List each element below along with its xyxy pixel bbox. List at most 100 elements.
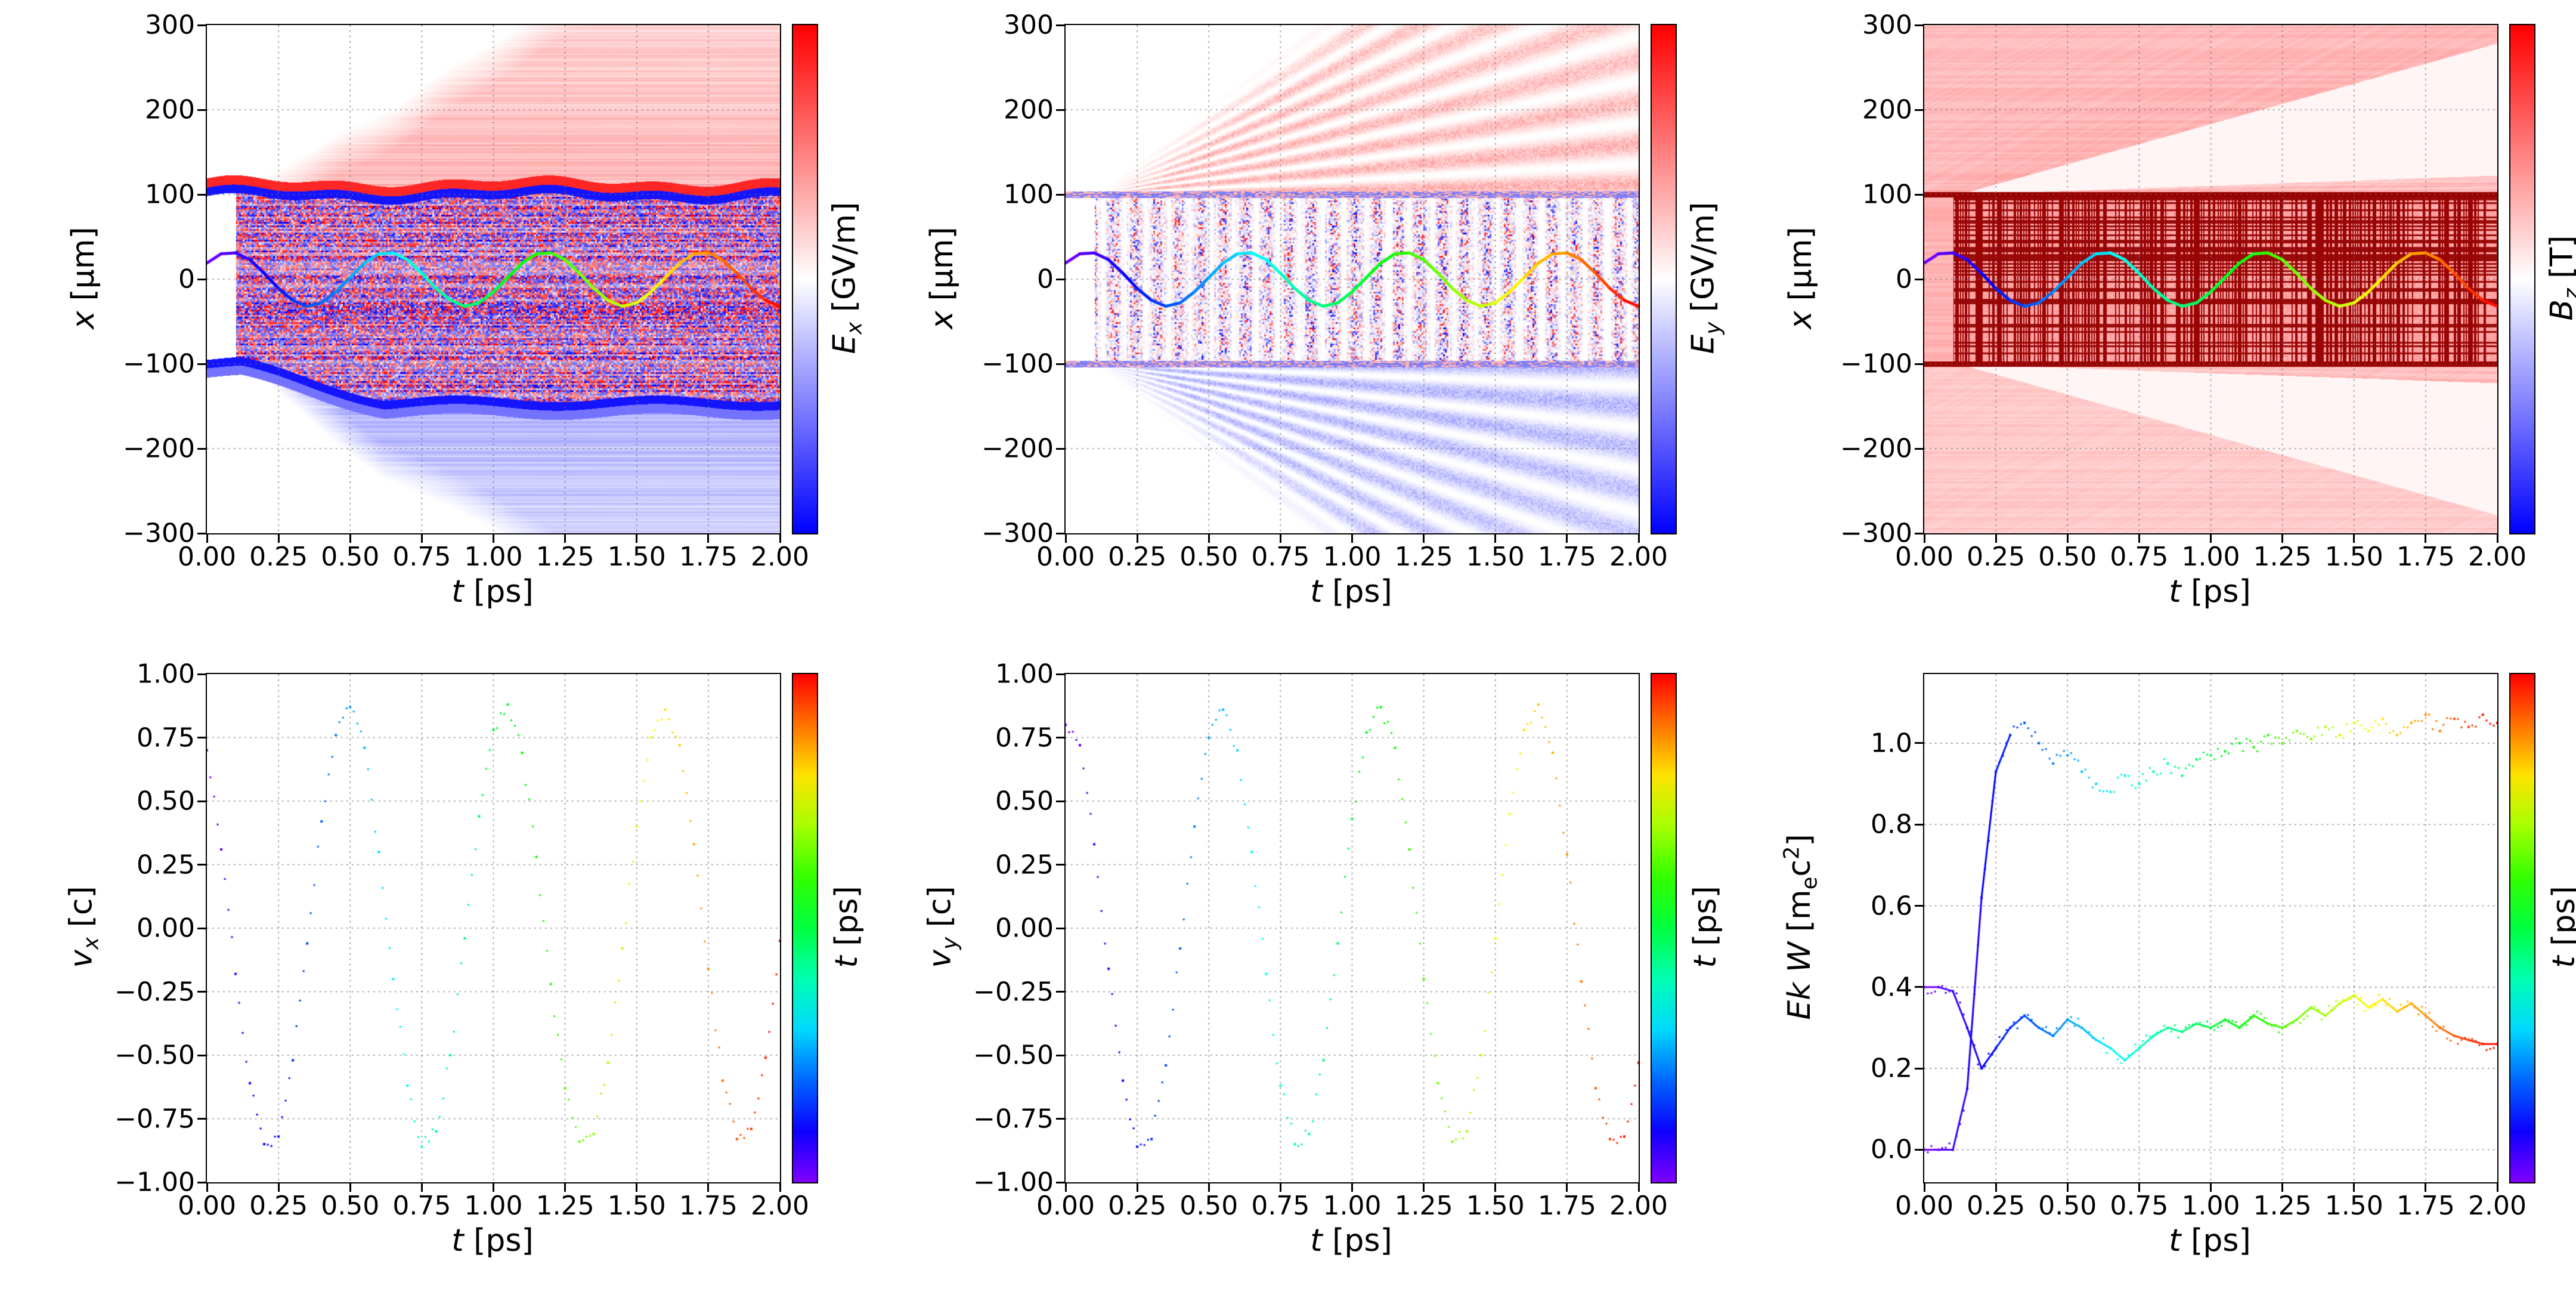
x-tick-mark bbox=[779, 1183, 781, 1192]
x-tick-label: 1.75 bbox=[679, 542, 738, 572]
x-tick-label: 1.25 bbox=[1394, 1191, 1453, 1221]
y-tick-label: 0 bbox=[178, 264, 195, 295]
x-tick-label: 1.00 bbox=[1323, 542, 1382, 572]
x-tick-mark bbox=[636, 534, 638, 543]
x-tick-mark bbox=[1566, 1183, 1568, 1192]
y-tick-label: −200 bbox=[982, 433, 1054, 464]
y-tick-mark bbox=[1056, 278, 1064, 280]
x-tick-label: 0.25 bbox=[1967, 542, 2026, 572]
x-tick-mark bbox=[2496, 534, 2498, 543]
x-axis-label: t [ps] bbox=[451, 1223, 534, 1259]
y-tick-mark bbox=[1056, 1118, 1064, 1120]
x-tick-label: 2.00 bbox=[751, 1191, 809, 1221]
vy-colorbar-canvas bbox=[1651, 673, 1677, 1183]
x-tick-mark bbox=[1423, 1183, 1425, 1192]
ey-heatmap-canvas bbox=[1064, 24, 1640, 534]
y-tick-label: 300 bbox=[1004, 10, 1054, 41]
x-tick-label: 1.00 bbox=[2181, 1191, 2240, 1221]
y-tick-mark bbox=[1915, 193, 1923, 196]
x-tick-label: 2.00 bbox=[2468, 1191, 2527, 1221]
y-tick-mark bbox=[197, 927, 206, 929]
y-axis-label: Ek W [mec2] bbox=[1779, 834, 1822, 1020]
x-tick-mark bbox=[1136, 1183, 1138, 1192]
y-tick-label: 0.00 bbox=[995, 913, 1054, 944]
y-tick-mark bbox=[1915, 363, 1923, 365]
y-tick-mark bbox=[197, 1054, 206, 1056]
y-axis-label: x [μm] bbox=[1783, 227, 1819, 329]
x-tick-label: 0.25 bbox=[249, 542, 308, 572]
y-tick-label: 1.00 bbox=[995, 659, 1054, 690]
x-tick-mark bbox=[349, 534, 351, 543]
bz-colorbar-label: Bz [T] bbox=[2544, 235, 2576, 320]
y-tick-label: −300 bbox=[982, 518, 1054, 549]
x-tick-label: 1.00 bbox=[1323, 1191, 1382, 1221]
x-tick-label: 2.00 bbox=[2468, 542, 2527, 572]
x-tick-label: 1.75 bbox=[2396, 1191, 2455, 1221]
x-tick-label: 0.75 bbox=[1251, 1191, 1310, 1221]
y-tick-label: 0.50 bbox=[995, 786, 1054, 817]
x-tick-mark bbox=[1566, 534, 1568, 543]
y-tick-mark bbox=[197, 447, 206, 450]
y-tick-label: 0.50 bbox=[137, 786, 195, 817]
x-tick-mark bbox=[2353, 1183, 2355, 1192]
bz-colorbar-canvas bbox=[2509, 24, 2535, 534]
x-tick-mark bbox=[493, 534, 494, 543]
x-tick-mark bbox=[420, 1183, 423, 1192]
y-tick-label: 200 bbox=[1862, 94, 1912, 125]
y-tick-label: 0.75 bbox=[995, 722, 1054, 753]
bz-heatmap-canvas bbox=[1923, 24, 2498, 534]
x-tick-label: 1.75 bbox=[1537, 542, 1596, 572]
x-tick-mark bbox=[1064, 534, 1067, 543]
x-tick-mark bbox=[1923, 1183, 1925, 1192]
y-tick-mark bbox=[1915, 532, 1923, 534]
x-tick-mark bbox=[1208, 1183, 1210, 1192]
y-tick-label: 200 bbox=[145, 94, 195, 125]
y-tick-label: −0.75 bbox=[114, 1104, 195, 1134]
energy-scatter-canvas bbox=[1923, 673, 2498, 1183]
x-tick-label: 0.75 bbox=[392, 542, 451, 572]
x-tick-mark bbox=[1064, 1183, 1067, 1192]
x-tick-label: 1.75 bbox=[679, 1191, 738, 1221]
y-tick-mark bbox=[1056, 447, 1064, 450]
x-tick-label: 0.25 bbox=[249, 1191, 308, 1221]
y-tick-label: −100 bbox=[123, 348, 195, 379]
y-tick-label: 0.25 bbox=[137, 849, 195, 880]
y-axis-label: x [μm] bbox=[924, 227, 960, 329]
x-tick-label: 0.50 bbox=[2038, 1191, 2097, 1221]
y-tick-mark bbox=[1915, 905, 1923, 907]
y-tick-label: −300 bbox=[1840, 518, 1912, 549]
x-tick-label: 0.25 bbox=[1108, 542, 1167, 572]
y-tick-mark bbox=[1056, 24, 1064, 26]
y-tick-label: 200 bbox=[1004, 94, 1054, 125]
energy-colorbar-canvas bbox=[2509, 673, 2535, 1183]
x-tick-label: 0.00 bbox=[1036, 542, 1095, 572]
x-tick-label: 0.00 bbox=[1036, 1191, 1095, 1221]
x-tick-label: 2.00 bbox=[1609, 1191, 1668, 1221]
x-tick-mark bbox=[2066, 1183, 2069, 1192]
x-tick-mark bbox=[349, 1183, 351, 1192]
x-tick-mark bbox=[1923, 534, 1925, 543]
x-tick-label: 0.75 bbox=[2110, 1191, 2169, 1221]
y-tick-label: 0 bbox=[1896, 264, 1912, 295]
x-tick-mark bbox=[2496, 1183, 2498, 1192]
x-tick-mark bbox=[1279, 1183, 1281, 1192]
x-tick-mark bbox=[636, 1183, 638, 1192]
x-tick-label: 0.25 bbox=[1967, 1191, 2026, 1221]
x-tick-mark bbox=[1494, 1183, 1497, 1192]
x-tick-label: 0.00 bbox=[1895, 542, 1953, 572]
x-tick-mark bbox=[2138, 1183, 2140, 1192]
y-tick-label: −100 bbox=[1840, 348, 1912, 379]
y-tick-label: 100 bbox=[145, 179, 195, 210]
y-tick-mark bbox=[1056, 864, 1064, 866]
x-tick-label: 0.00 bbox=[178, 542, 236, 572]
x-tick-mark bbox=[707, 534, 710, 543]
y-tick-label: −300 bbox=[123, 518, 195, 549]
x-tick-label: 1.00 bbox=[2181, 542, 2240, 572]
x-tick-label: 0.50 bbox=[2038, 542, 2097, 572]
y-tick-label: 300 bbox=[1862, 10, 1912, 41]
y-tick-label: 300 bbox=[145, 10, 195, 41]
y-tick-mark bbox=[197, 109, 206, 111]
y-tick-label: 100 bbox=[1862, 179, 1912, 210]
vx-colorbar-canvas bbox=[792, 673, 818, 1183]
x-tick-label: 1.50 bbox=[607, 1191, 666, 1221]
